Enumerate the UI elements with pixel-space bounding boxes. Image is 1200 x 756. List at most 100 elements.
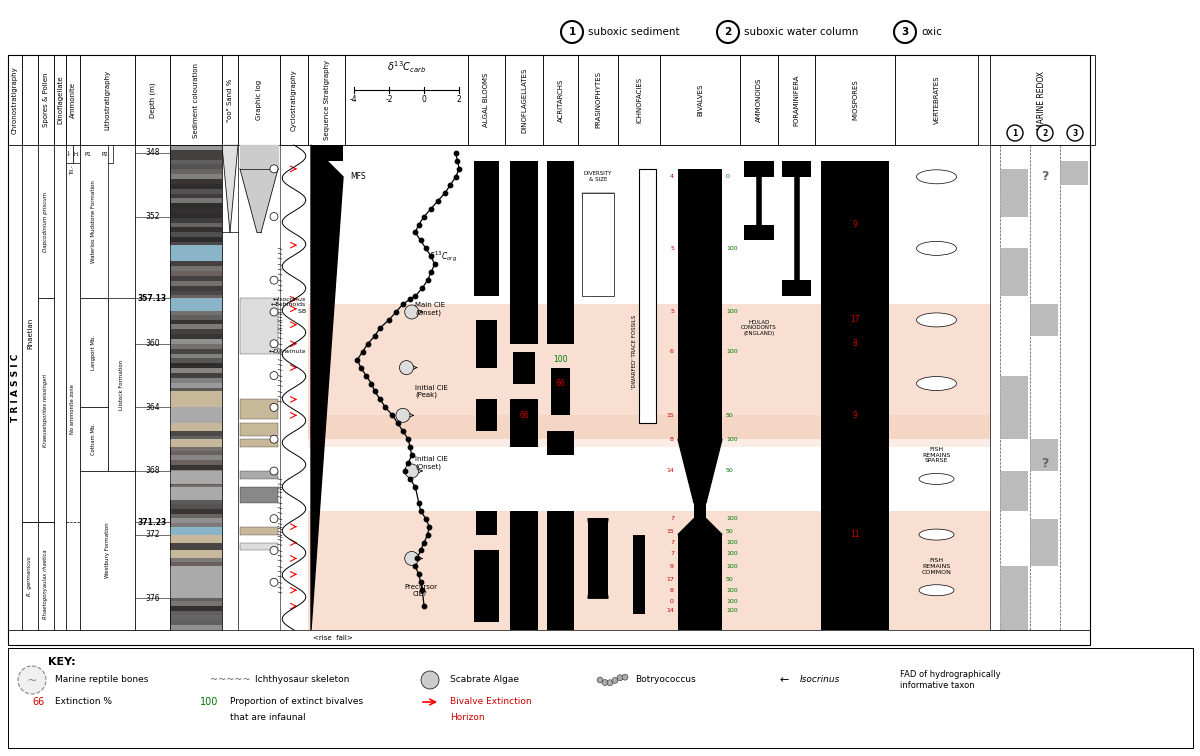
Text: Lithostratigraphy: Lithostratigraphy (104, 70, 110, 130)
Bar (170, 417, 222, 422)
Text: Rhaetogonyaulax rhaetica: Rhaetogonyaulax rhaetica (43, 550, 48, 619)
Text: Precursor
CIE?: Precursor CIE? (404, 584, 437, 596)
Text: Chronostratigraphy: Chronostratigraphy (12, 66, 18, 134)
Text: suboxic sediment: suboxic sediment (588, 27, 679, 37)
Polygon shape (678, 439, 722, 503)
Text: MARINE REDOX: MARINE REDOX (1038, 70, 1046, 129)
Text: Dinoflagellate: Dinoflagellate (58, 76, 64, 124)
Text: Extinction %: Extinction % (55, 698, 112, 707)
Bar (170, 557, 222, 562)
Text: J.: J. (68, 151, 71, 156)
Text: ~: ~ (26, 674, 37, 686)
Bar (170, 363, 222, 369)
Text: suboxic water column: suboxic water column (744, 27, 858, 37)
Bar (170, 412, 222, 417)
Point (361, 377, 380, 389)
Point (353, 345, 372, 358)
Bar (170, 228, 222, 233)
Point (450, 163, 469, 175)
Bar (170, 388, 222, 393)
Bar (1030, 519, 1058, 566)
Text: 100: 100 (726, 540, 738, 545)
Bar (678, 169, 722, 439)
Point (416, 513, 436, 525)
Text: 50: 50 (726, 529, 733, 534)
Polygon shape (588, 519, 608, 559)
Bar (38, 522, 54, 630)
Bar (582, 193, 614, 296)
Bar (170, 404, 222, 423)
Point (376, 401, 395, 414)
Circle shape (1037, 125, 1054, 141)
Point (413, 584, 432, 596)
Circle shape (400, 361, 414, 375)
Bar (990, 55, 1096, 145)
Text: 100: 100 (726, 551, 738, 556)
Point (436, 187, 455, 199)
Bar (551, 367, 570, 415)
Bar (170, 479, 222, 485)
Text: P1: P1 (85, 151, 91, 156)
Text: Bivalve Extinction: Bivalve Extinction (450, 698, 532, 707)
Bar (8, 145, 1090, 630)
Bar (170, 397, 222, 402)
Bar (588, 519, 608, 598)
Bar (170, 271, 222, 277)
Bar (238, 145, 280, 630)
Bar (308, 415, 1090, 447)
Text: T R I A S S I C: T R I A S S I C (11, 353, 19, 422)
Bar (476, 320, 497, 367)
Bar (170, 383, 222, 388)
Text: 360: 360 (145, 339, 160, 349)
Bar (22, 522, 38, 630)
Bar (1060, 161, 1088, 184)
Polygon shape (678, 519, 722, 534)
Text: 100: 100 (726, 349, 738, 355)
Bar (170, 310, 222, 315)
Bar (170, 145, 222, 630)
Bar (170, 378, 222, 383)
Text: 66: 66 (520, 411, 529, 420)
Bar (170, 460, 222, 466)
Text: Til.-: Til.- (71, 165, 76, 175)
Bar (170, 596, 222, 602)
Bar (170, 504, 222, 510)
Bar (170, 566, 222, 582)
Ellipse shape (917, 170, 956, 184)
Point (406, 481, 425, 493)
Bar (170, 344, 222, 349)
Bar (170, 280, 222, 287)
Point (421, 203, 440, 215)
Text: MIOSPORES: MIOSPORES (852, 79, 858, 120)
Text: ?: ? (1042, 457, 1049, 469)
Bar (170, 222, 222, 228)
Bar (22, 55, 38, 145)
Bar (80, 145, 96, 163)
Text: 368: 368 (145, 466, 160, 476)
Point (414, 600, 433, 612)
Bar (170, 373, 222, 378)
Bar (170, 290, 222, 296)
Text: 9: 9 (852, 411, 858, 420)
Circle shape (270, 276, 278, 284)
Text: PRASINOPHYTES: PRASINOPHYTES (595, 72, 601, 129)
Bar (170, 145, 222, 150)
Text: ←Echinoids: ←Echinoids (271, 302, 306, 306)
Text: 7: 7 (670, 540, 674, 545)
Text: Marine reptile bones: Marine reptile bones (55, 676, 149, 684)
Text: 9: 9 (670, 564, 674, 569)
Bar (170, 423, 222, 431)
Point (348, 354, 367, 366)
Circle shape (270, 547, 278, 554)
Circle shape (270, 467, 278, 475)
Text: 14: 14 (666, 469, 674, 473)
Bar (66, 55, 80, 145)
Bar (678, 534, 722, 630)
Point (394, 425, 413, 437)
Bar (170, 296, 222, 301)
Bar (170, 509, 222, 514)
Bar (170, 164, 222, 170)
Bar (170, 232, 222, 237)
Text: 2: 2 (457, 95, 462, 104)
Point (409, 497, 428, 509)
